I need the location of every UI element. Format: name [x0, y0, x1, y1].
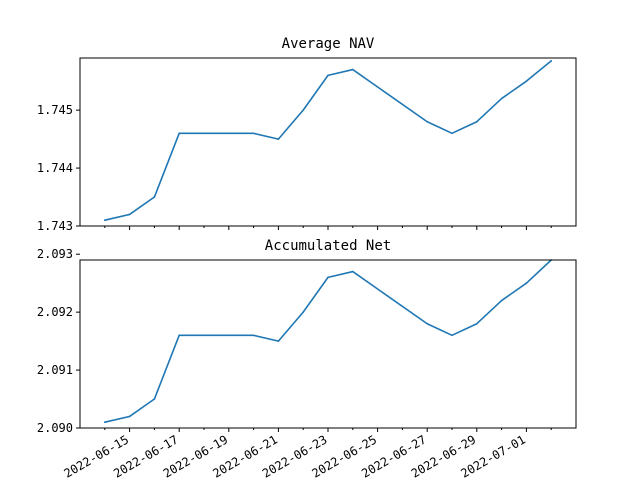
data-point [178, 132, 180, 135]
chart-title: Accumulated Net [265, 238, 391, 254]
y-ticks: 2.090 2.091 2.092 2.093 [37, 247, 80, 435]
y-tick-label: 1.743 [37, 219, 73, 233]
data-point [426, 322, 429, 325]
data-point [104, 421, 106, 424]
chart-average-nav: Average NAV 1.743 1.744 1.745 [37, 36, 577, 233]
data-point [352, 68, 354, 71]
data-point [252, 334, 255, 337]
data-point [128, 415, 131, 418]
y-tick-label: 1.745 [37, 103, 73, 117]
y-tick-label: 2.091 [37, 363, 73, 377]
data-point [128, 213, 131, 216]
data-point [153, 398, 156, 400]
y-ticks: 1.743 1.744 1.745 [37, 103, 80, 233]
data-point [277, 138, 280, 140]
data-point [277, 340, 280, 342]
chart-title: Average NAV [282, 36, 375, 52]
data-point [476, 322, 478, 325]
data-point [252, 132, 255, 135]
data-point [550, 60, 552, 62]
data-point [525, 282, 528, 284]
data-point [327, 276, 329, 279]
plot-frame [79, 259, 577, 429]
data-point [302, 311, 305, 313]
data-point [302, 109, 305, 111]
data-point [104, 219, 106, 222]
plot-frame [79, 57, 577, 227]
y-tick-label: 1.744 [37, 161, 73, 175]
data-point [426, 120, 429, 123]
data-point [451, 132, 453, 135]
data-point [153, 196, 156, 198]
data-point [525, 80, 528, 82]
y-tick-label: 2.093 [37, 247, 73, 261]
y-tick-label: 2.090 [37, 421, 73, 435]
data-point [451, 334, 453, 337]
data-point [476, 120, 478, 123]
y-tick-label: 2.092 [37, 305, 73, 319]
data-point [178, 334, 180, 337]
data-point [500, 299, 503, 302]
series-layer [104, 259, 553, 424]
data-point [327, 74, 329, 77]
series-layer [104, 60, 553, 222]
data-point [352, 270, 354, 273]
data-point [500, 97, 503, 100]
